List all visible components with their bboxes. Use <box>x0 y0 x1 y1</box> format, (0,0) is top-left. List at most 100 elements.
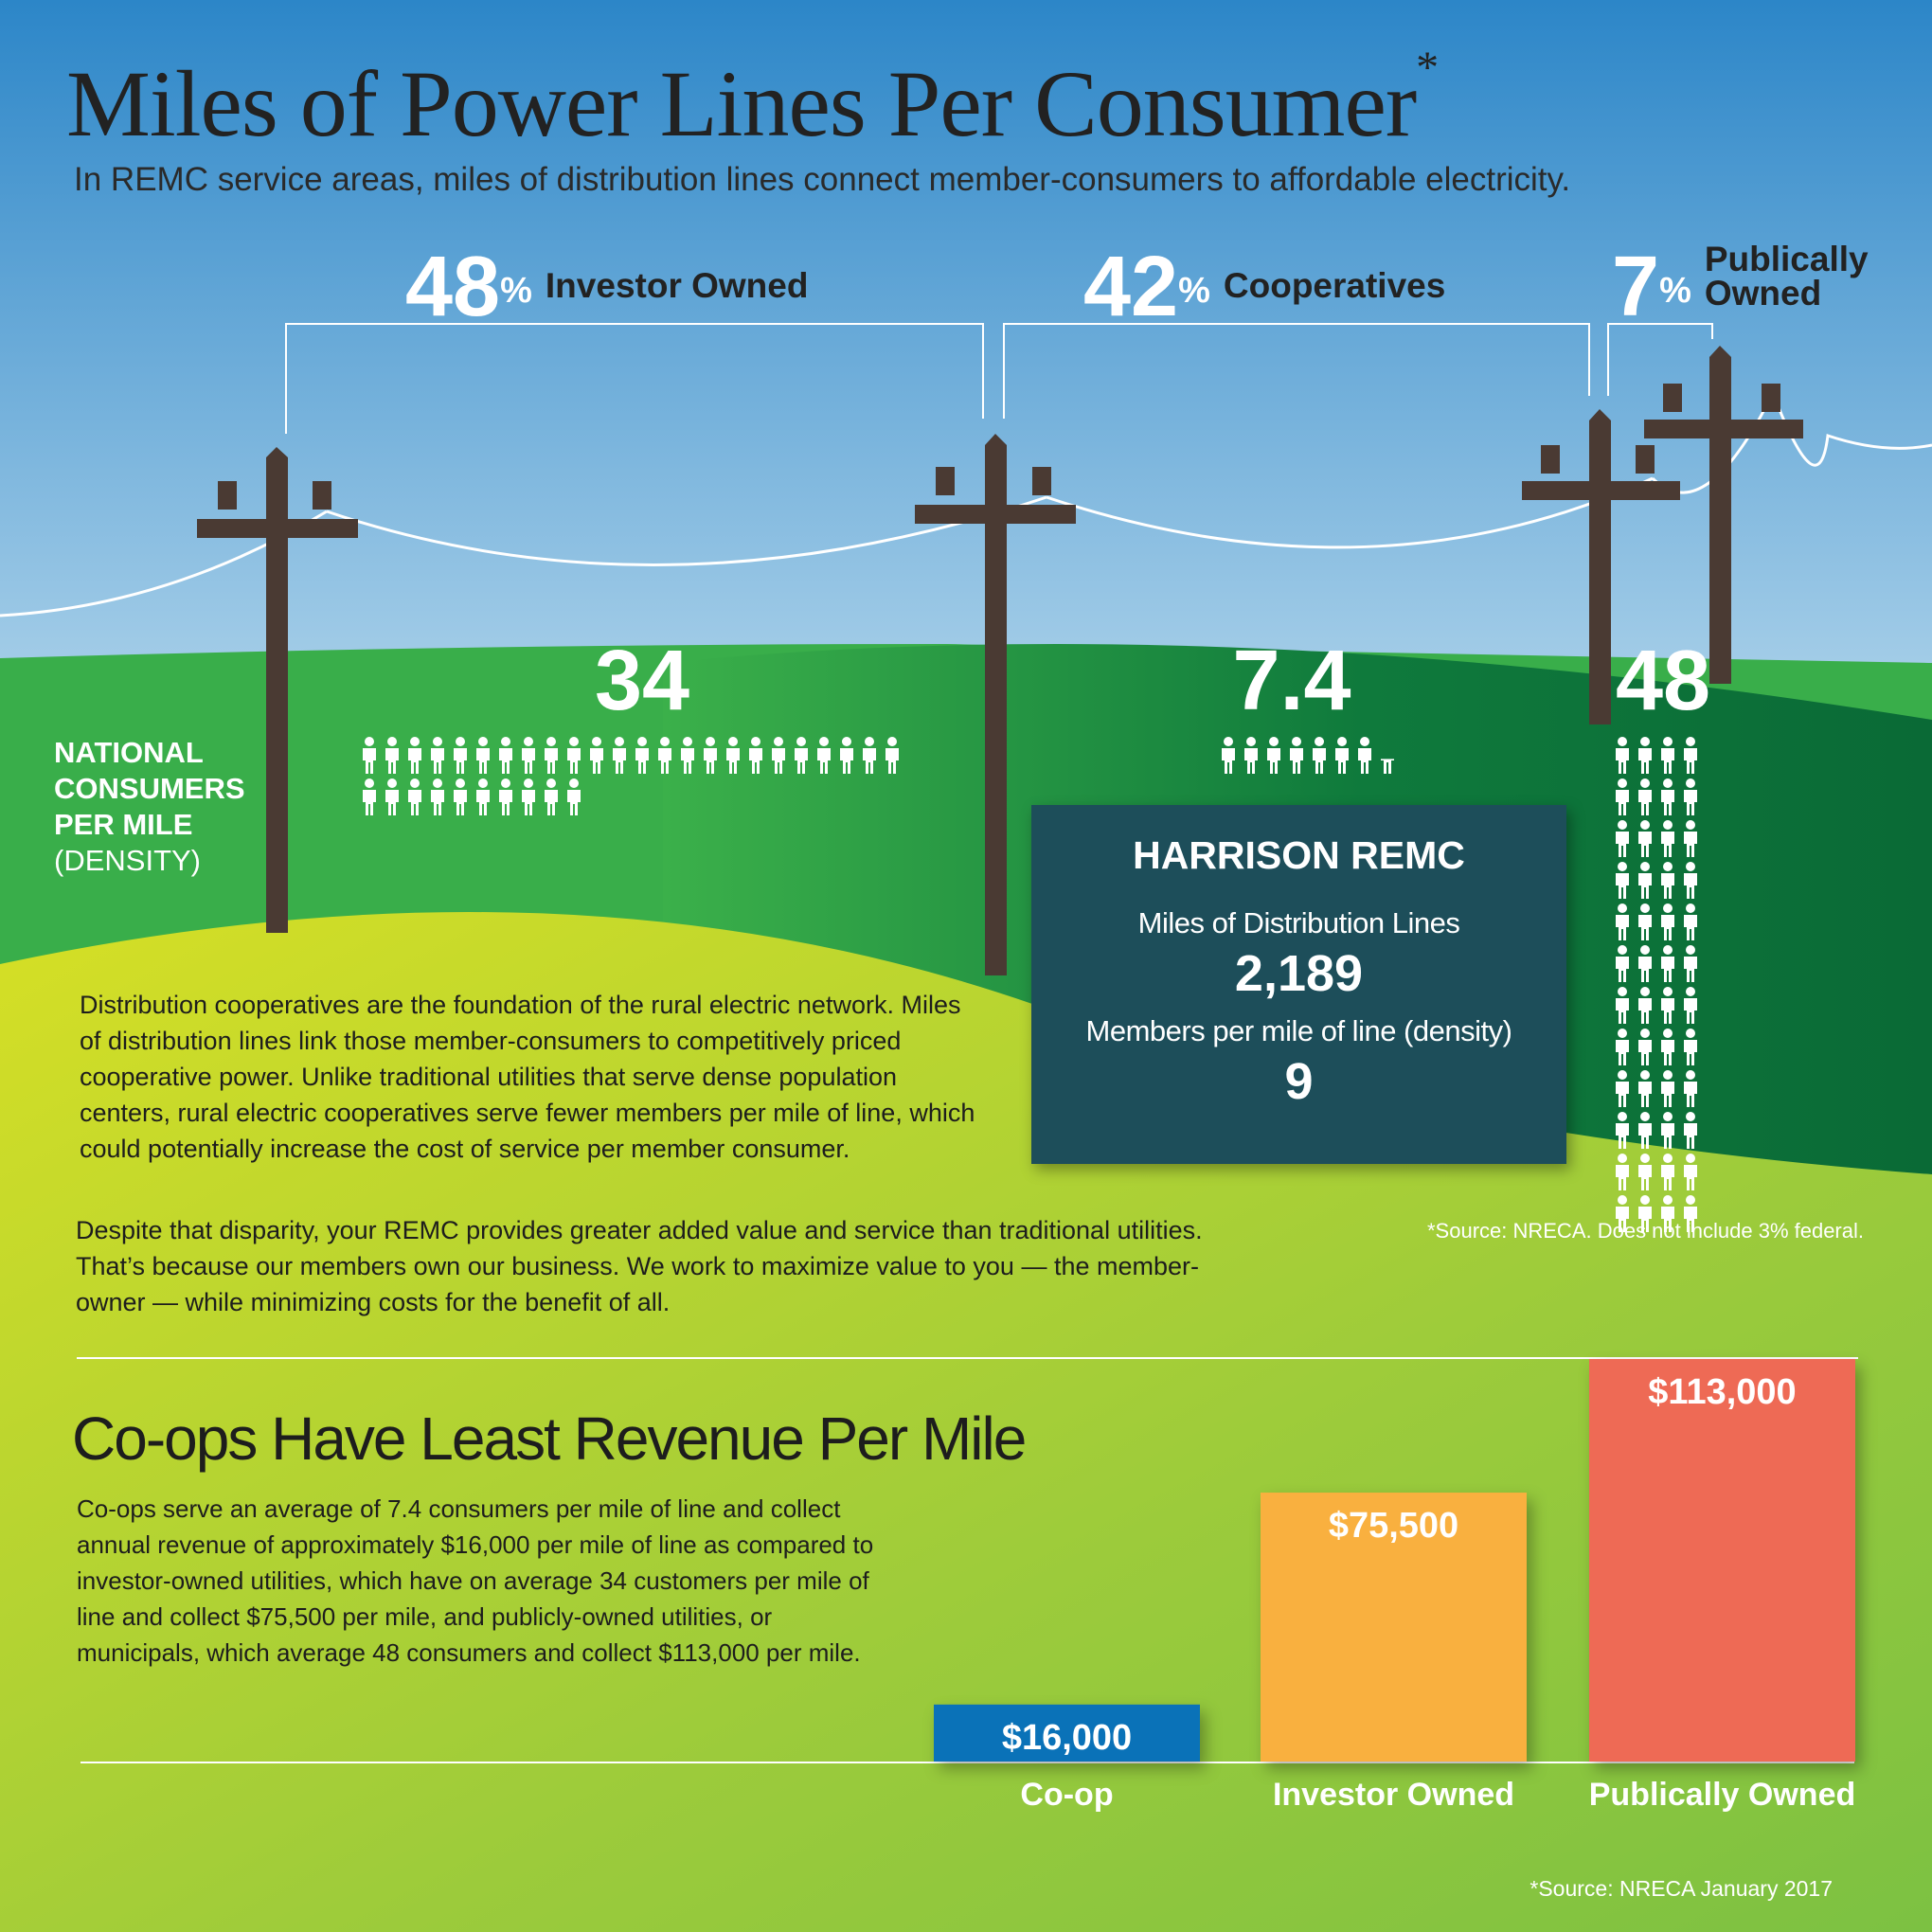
person-icon <box>454 778 467 815</box>
paragraph: Co-ops serve an average of 7.4 consumers… <box>77 1494 874 1667</box>
body <box>1684 748 1697 774</box>
head <box>1618 820 1627 830</box>
share-value: 7 <box>1612 240 1660 334</box>
person-icon <box>1684 1070 1697 1107</box>
body <box>385 790 399 815</box>
head <box>1686 1154 1695 1163</box>
head <box>592 737 601 746</box>
person-icon <box>545 737 558 774</box>
body <box>1638 998 1652 1024</box>
person-icon <box>1616 820 1629 857</box>
body <box>363 748 376 774</box>
person-icon <box>726 737 740 774</box>
person-icon <box>1638 903 1652 940</box>
head <box>1640 820 1650 830</box>
head <box>1640 862 1650 871</box>
body <box>1661 832 1674 857</box>
body <box>840 748 853 774</box>
body <box>658 748 671 774</box>
body <box>1616 1123 1629 1149</box>
body <box>1616 790 1629 815</box>
person-icon <box>431 737 444 774</box>
head <box>546 737 556 746</box>
person-icon <box>1616 1029 1629 1065</box>
body <box>1616 1207 1629 1232</box>
body <box>795 748 808 774</box>
head <box>1292 737 1301 746</box>
head <box>637 737 647 746</box>
head <box>1686 820 1695 830</box>
body <box>431 790 444 815</box>
body <box>1661 1040 1674 1065</box>
head <box>751 737 760 746</box>
body <box>499 748 512 774</box>
density-value: 7.4 <box>1232 634 1351 728</box>
person-icon <box>1616 1070 1629 1107</box>
person-icon <box>1616 987 1629 1024</box>
head <box>1640 1070 1650 1080</box>
person-icon <box>1684 1195 1697 1232</box>
head <box>1269 737 1279 746</box>
share-label: Investor Owned <box>545 266 809 305</box>
body <box>1616 832 1629 857</box>
person-icon <box>1616 903 1629 940</box>
body <box>476 790 490 815</box>
person-icon <box>408 778 421 815</box>
body <box>522 790 535 815</box>
person-icon <box>499 778 512 815</box>
category-label: Publically Owned <box>1588 1777 1856 1813</box>
person-icon <box>1684 945 1697 982</box>
share-label: Cooperatives <box>1223 266 1446 305</box>
person-icon <box>1684 1029 1697 1065</box>
head <box>1618 1154 1627 1163</box>
person-icon <box>1638 1070 1652 1107</box>
power-poles <box>197 346 1803 975</box>
head <box>478 778 488 788</box>
body <box>522 748 535 774</box>
head <box>865 737 874 746</box>
remc-box: HARRISON REMC Miles of Distribution Line… <box>1031 805 1566 1164</box>
head <box>365 737 374 746</box>
body <box>817 748 831 774</box>
head <box>774 737 783 746</box>
paragraph: Distribution cooperatives are the founda… <box>80 991 975 1163</box>
person-icon <box>1244 737 1258 774</box>
category-label: Investor Owned <box>1272 1777 1515 1813</box>
source-note: *Source: NRECA January 2017 <box>1530 1876 1833 1901</box>
person-icon <box>840 737 853 774</box>
head <box>1686 945 1695 955</box>
share: 42% Cooperatives <box>1083 244 1445 330</box>
head <box>1640 987 1650 996</box>
head <box>456 737 465 746</box>
person-icon <box>1313 737 1326 774</box>
body <box>431 748 444 774</box>
head <box>683 737 692 746</box>
head <box>1618 1195 1627 1205</box>
person-icon <box>1684 820 1697 857</box>
value-label: $113,000 <box>1648 1372 1797 1412</box>
person-icon <box>1661 1154 1674 1190</box>
body <box>1638 832 1652 857</box>
title-mark: * <box>1416 43 1439 93</box>
body <box>1661 1082 1674 1107</box>
head <box>1686 1029 1695 1038</box>
person-icon <box>749 737 762 774</box>
body <box>886 748 899 774</box>
head <box>1618 945 1627 955</box>
person-icon <box>1661 1070 1674 1107</box>
person-icon <box>522 737 535 774</box>
head <box>660 737 670 746</box>
person-icon <box>795 737 808 774</box>
body <box>1638 1207 1652 1232</box>
body <box>1684 1207 1697 1232</box>
body <box>363 790 376 815</box>
consumer-icons <box>1222 737 1394 774</box>
head <box>1663 820 1673 830</box>
value-label: $75,500 <box>1328 1506 1459 1547</box>
body <box>704 748 717 774</box>
value-label: $16,000 <box>1001 1717 1133 1758</box>
head <box>524 737 533 746</box>
head <box>478 737 488 746</box>
head <box>1686 737 1695 746</box>
